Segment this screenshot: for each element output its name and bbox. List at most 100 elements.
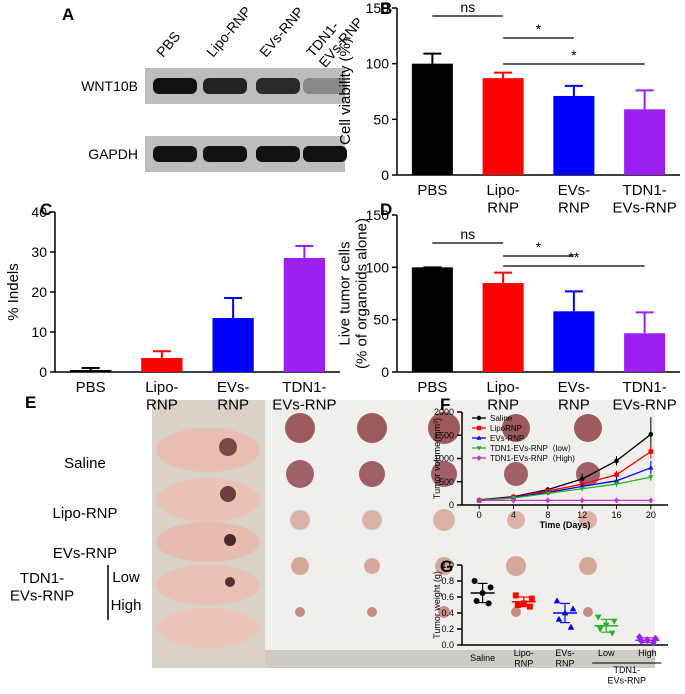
tumor xyxy=(438,606,450,618)
y-axis-label: Tumor volume(mm³) xyxy=(432,418,442,499)
point xyxy=(567,623,575,630)
band xyxy=(303,78,347,94)
legend-marker xyxy=(476,425,482,431)
panel-label: D xyxy=(380,200,392,219)
legend-marker xyxy=(476,455,482,461)
band xyxy=(153,78,197,94)
point xyxy=(613,478,620,483)
point xyxy=(476,497,482,504)
significance-label: ns xyxy=(460,0,475,15)
band xyxy=(256,78,300,94)
x-tick-label: PBS xyxy=(76,379,106,396)
bar xyxy=(624,333,666,372)
tumor xyxy=(433,509,455,531)
point xyxy=(648,475,654,480)
x-tick-label: EVs-RNP xyxy=(558,182,591,216)
x-tick-label: 8 xyxy=(545,510,550,520)
dose-label: High xyxy=(111,597,142,614)
bar xyxy=(411,63,453,175)
panel-label: C xyxy=(40,200,52,219)
point xyxy=(510,497,517,504)
point xyxy=(479,590,486,596)
bar xyxy=(283,258,326,372)
tumor xyxy=(502,414,530,442)
tumor xyxy=(507,511,525,529)
band xyxy=(256,146,300,162)
y-tick-label: 150 xyxy=(366,207,390,223)
point xyxy=(648,465,654,470)
lane-label: PBS xyxy=(153,28,183,60)
x-tick-label: EVs-RNP xyxy=(217,379,250,413)
x-tick-label: TDN1-EVs-RNP xyxy=(613,379,677,413)
point xyxy=(553,597,561,604)
y-axis-label: Live tumor cells(% of organoids alone) xyxy=(336,218,370,369)
significance-label: ** xyxy=(568,249,579,265)
panel-label: G xyxy=(440,557,453,576)
y-tick-label: 50 xyxy=(373,111,389,127)
y-tick-label: 40 xyxy=(31,204,47,220)
x-tick-label: TDN1-EVs-RNP xyxy=(272,379,336,413)
y-axis-label: Tumor weight (g) xyxy=(432,571,442,639)
y-tick-label: 0.0 xyxy=(441,640,454,650)
y-tick-label: 0 xyxy=(39,364,47,380)
ruler xyxy=(265,650,655,668)
y-tick-label: 500 xyxy=(439,477,454,487)
point xyxy=(594,614,602,621)
band xyxy=(203,78,247,94)
y-tick-label: 20 xyxy=(31,284,47,300)
bar xyxy=(411,267,453,372)
x-axis-label: Time (Days) xyxy=(540,520,591,530)
y-tick-label: 100 xyxy=(366,56,390,72)
point xyxy=(485,600,492,607)
group-label: Lipo-RNP xyxy=(52,505,117,522)
y-tick-label: 100 xyxy=(366,259,390,275)
x-tick-label: Low xyxy=(598,648,615,658)
point xyxy=(644,636,651,645)
tumor xyxy=(357,413,387,443)
y-tick-label: 0 xyxy=(381,167,389,183)
x-tick-label: 12 xyxy=(577,510,587,520)
mice xyxy=(156,428,260,648)
legend-marker xyxy=(476,415,482,421)
tumor xyxy=(579,557,597,575)
tumor xyxy=(367,607,377,617)
point xyxy=(526,603,533,610)
point xyxy=(610,618,618,625)
bar xyxy=(141,358,183,372)
tumor xyxy=(359,461,385,487)
tumor xyxy=(362,510,382,530)
y-tick-label: 0.4 xyxy=(441,608,454,618)
panel-label: B xyxy=(380,0,392,18)
legend-marker xyxy=(476,435,482,440)
tumor xyxy=(574,414,602,442)
photo-tumors xyxy=(265,400,655,668)
x-tick-label: TDN1-EVs-RNP xyxy=(613,182,677,216)
x-tick-label: Lipo-RNP xyxy=(145,379,178,413)
significance-label: * xyxy=(571,47,577,63)
point xyxy=(471,578,478,584)
significance-label: * xyxy=(536,239,542,255)
point xyxy=(514,602,521,608)
tumor xyxy=(290,510,310,530)
tumor xyxy=(431,461,457,487)
tumor xyxy=(583,607,593,617)
point xyxy=(545,491,551,497)
point xyxy=(638,637,645,645)
y-tick-label: 50 xyxy=(373,312,389,328)
group-label: TDN1-EVs-RNP xyxy=(10,570,74,604)
point xyxy=(512,592,519,599)
y-axis-label: Cell viability (%) xyxy=(337,38,354,145)
lane-label: EVs-RNP xyxy=(256,4,307,60)
legend-marker xyxy=(476,446,482,451)
legend-label: TDN1-EVs-RNP（low） xyxy=(490,444,576,453)
tumor xyxy=(504,462,528,486)
point xyxy=(648,449,654,454)
point xyxy=(614,458,619,464)
point xyxy=(545,497,551,504)
tumor xyxy=(511,607,521,617)
y-tick-label: 1000 xyxy=(434,454,454,464)
tumor xyxy=(291,557,309,575)
bar xyxy=(553,95,595,175)
dose-label: Low xyxy=(112,569,140,586)
